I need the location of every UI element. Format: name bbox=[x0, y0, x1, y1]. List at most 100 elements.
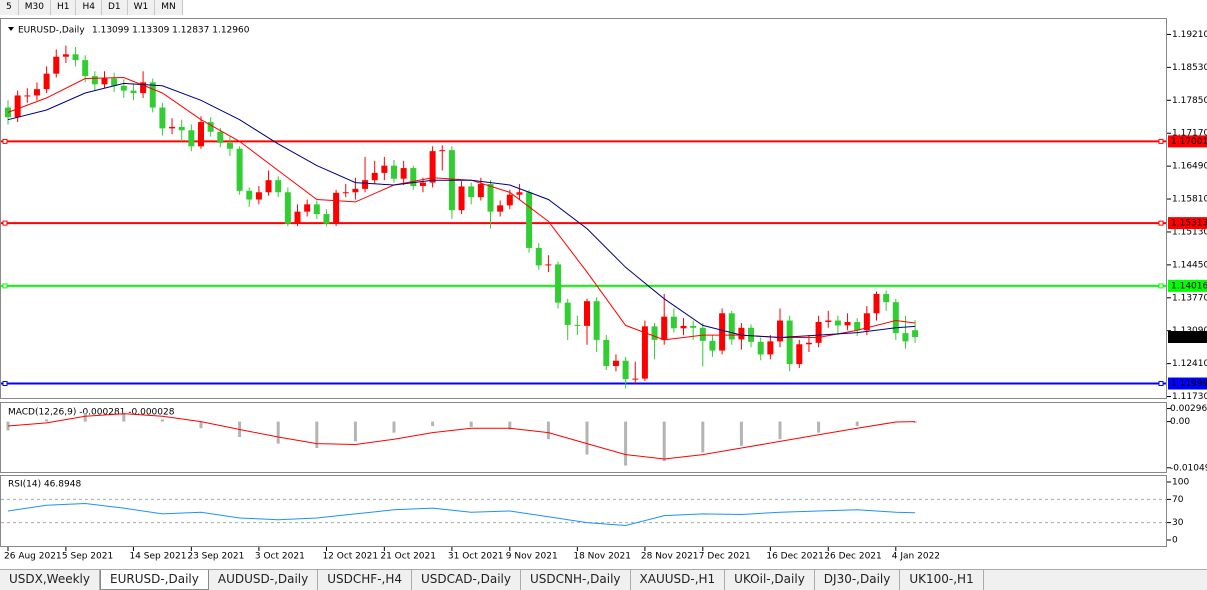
last-price-box bbox=[1168, 331, 1207, 344]
candle-body bbox=[439, 150, 446, 152]
x-tick-label: 26 Aug 2021 bbox=[4, 552, 62, 562]
rsi-panel bbox=[0, 475, 1167, 547]
timeframe-button[interactable]: 5 bbox=[0, 0, 19, 15]
candle-body bbox=[130, 90, 137, 94]
candle-body bbox=[690, 325, 697, 328]
level-handle bbox=[1158, 283, 1164, 289]
candle-body bbox=[140, 82, 147, 94]
y-tick-label: 1.13770 bbox=[1172, 293, 1207, 303]
chart: EURUSD-,Daily 1.13099 1.13309 1.12837 1.… bbox=[0, 18, 1207, 562]
candle-body bbox=[169, 126, 176, 129]
candle-body bbox=[526, 192, 533, 248]
candle-body bbox=[574, 324, 581, 326]
moving-average bbox=[7, 82, 916, 339]
candle-body bbox=[43, 73, 50, 90]
candle-body bbox=[728, 313, 735, 340]
candle-body bbox=[381, 165, 388, 173]
timeframe-button[interactable]: M30 bbox=[19, 0, 51, 15]
symbol-tab[interactable]: UKOil-,Daily bbox=[725, 570, 815, 590]
macd-bar bbox=[913, 421, 917, 423]
level-label: 1.11999 bbox=[1171, 379, 1207, 389]
macd-bar bbox=[431, 421, 435, 426]
macd-bar bbox=[585, 421, 589, 455]
candle-body bbox=[342, 192, 349, 194]
rsi-tick-label: 100 bbox=[1172, 478, 1189, 488]
macd-bar bbox=[469, 421, 473, 427]
candle-body bbox=[62, 54, 69, 57]
rsi-label: RSI(14) 46.8948 bbox=[8, 480, 81, 490]
x-tick-label: 26 Dec 2021 bbox=[824, 552, 882, 562]
chart-title: EURUSD-,Daily bbox=[18, 26, 85, 36]
y-tick-label: 1.17170 bbox=[1172, 129, 1207, 139]
y-tick-label: 1.12410 bbox=[1172, 359, 1207, 369]
y-tick-label: 1.14450 bbox=[1172, 260, 1207, 270]
x-tick-label: 31 Oct 2021 bbox=[448, 552, 504, 562]
candle-body bbox=[757, 341, 764, 355]
x-tick-label: 9 Nov 2021 bbox=[506, 552, 558, 562]
candle-body bbox=[72, 54, 79, 61]
macd-bar bbox=[817, 421, 821, 433]
macd-bar bbox=[508, 421, 512, 430]
timeframe-button[interactable]: D1 bbox=[102, 0, 128, 15]
symbol-tab[interactable]: AUDUSD-,Daily bbox=[209, 570, 319, 590]
candle-body bbox=[603, 339, 610, 367]
symbol-tab[interactable]: USDCAD-,Daily bbox=[412, 570, 521, 590]
candle-body bbox=[863, 313, 870, 331]
candle-body bbox=[632, 378, 639, 380]
candle-body bbox=[226, 142, 233, 149]
level-handle bbox=[2, 220, 8, 226]
candle-body bbox=[902, 333, 909, 342]
candle-body bbox=[429, 151, 436, 183]
candle-body bbox=[188, 130, 195, 147]
symbol-tab[interactable]: USDCNH-,Daily bbox=[521, 570, 631, 590]
candle-body bbox=[352, 188, 359, 193]
candle-body bbox=[661, 316, 668, 340]
candle-body bbox=[371, 172, 378, 181]
timeframe-button[interactable]: MN bbox=[155, 0, 183, 15]
symbol-tab[interactable]: EURUSD-,Daily bbox=[100, 570, 209, 590]
level-label: 1.14016 bbox=[1171, 281, 1207, 291]
last-price-label: 1.12960 bbox=[1171, 333, 1207, 343]
rsi-tick-label: 30 bbox=[1172, 518, 1184, 528]
candle-body bbox=[53, 56, 60, 74]
macd-tick-label: 0.00 bbox=[1170, 417, 1190, 427]
collapse-arrow bbox=[8, 27, 14, 31]
x-tick-label: 14 Sep 2021 bbox=[129, 552, 186, 562]
macd-tick-label: -0.010492 bbox=[1170, 463, 1207, 473]
candle-body bbox=[545, 264, 552, 266]
macd-bar bbox=[855, 421, 859, 426]
macd-bar bbox=[315, 421, 319, 448]
candle-body bbox=[805, 342, 812, 345]
symbol-tab[interactable]: USDCHF-,H4 bbox=[318, 570, 412, 590]
candle-body bbox=[82, 60, 89, 77]
candle-body bbox=[236, 148, 243, 191]
candle-body bbox=[207, 122, 214, 132]
candle-body bbox=[912, 330, 919, 338]
timeframe-button[interactable]: H4 bbox=[76, 0, 102, 15]
timeframe-button[interactable]: W1 bbox=[128, 0, 156, 15]
level-handle bbox=[1158, 220, 1164, 226]
timeframe-button[interactable]: H1 bbox=[51, 0, 77, 15]
candle-body bbox=[410, 168, 417, 186]
symbol-tab[interactable]: UK100-,H1 bbox=[900, 570, 984, 590]
candle-body bbox=[111, 78, 118, 86]
candle-body bbox=[284, 192, 291, 224]
macd-bar bbox=[83, 412, 87, 422]
y-tick-label: 1.18530 bbox=[1172, 63, 1207, 73]
symbol-tab[interactable]: USDX,Weekly bbox=[0, 570, 100, 590]
candle-body bbox=[777, 320, 783, 342]
candle-body bbox=[709, 340, 716, 351]
level-handle bbox=[2, 283, 8, 289]
ohlc-values: 1.13099 1.13309 1.12837 1.12960 bbox=[92, 26, 250, 36]
symbol-tab[interactable]: XAUUSD-,H1 bbox=[631, 570, 726, 590]
candle-body bbox=[149, 82, 156, 108]
candle-body bbox=[101, 78, 108, 85]
candle-body bbox=[91, 76, 98, 85]
y-tick-label: 1.16490 bbox=[1172, 162, 1207, 172]
symbol-tab[interactable]: DJ30-,Daily bbox=[815, 570, 901, 590]
x-tick-label: 28 Nov 2021 bbox=[641, 552, 699, 562]
level-handle bbox=[2, 138, 8, 144]
y-tick-label: 1.17850 bbox=[1172, 96, 1207, 106]
y-tick-label: 1.19210 bbox=[1172, 30, 1207, 40]
